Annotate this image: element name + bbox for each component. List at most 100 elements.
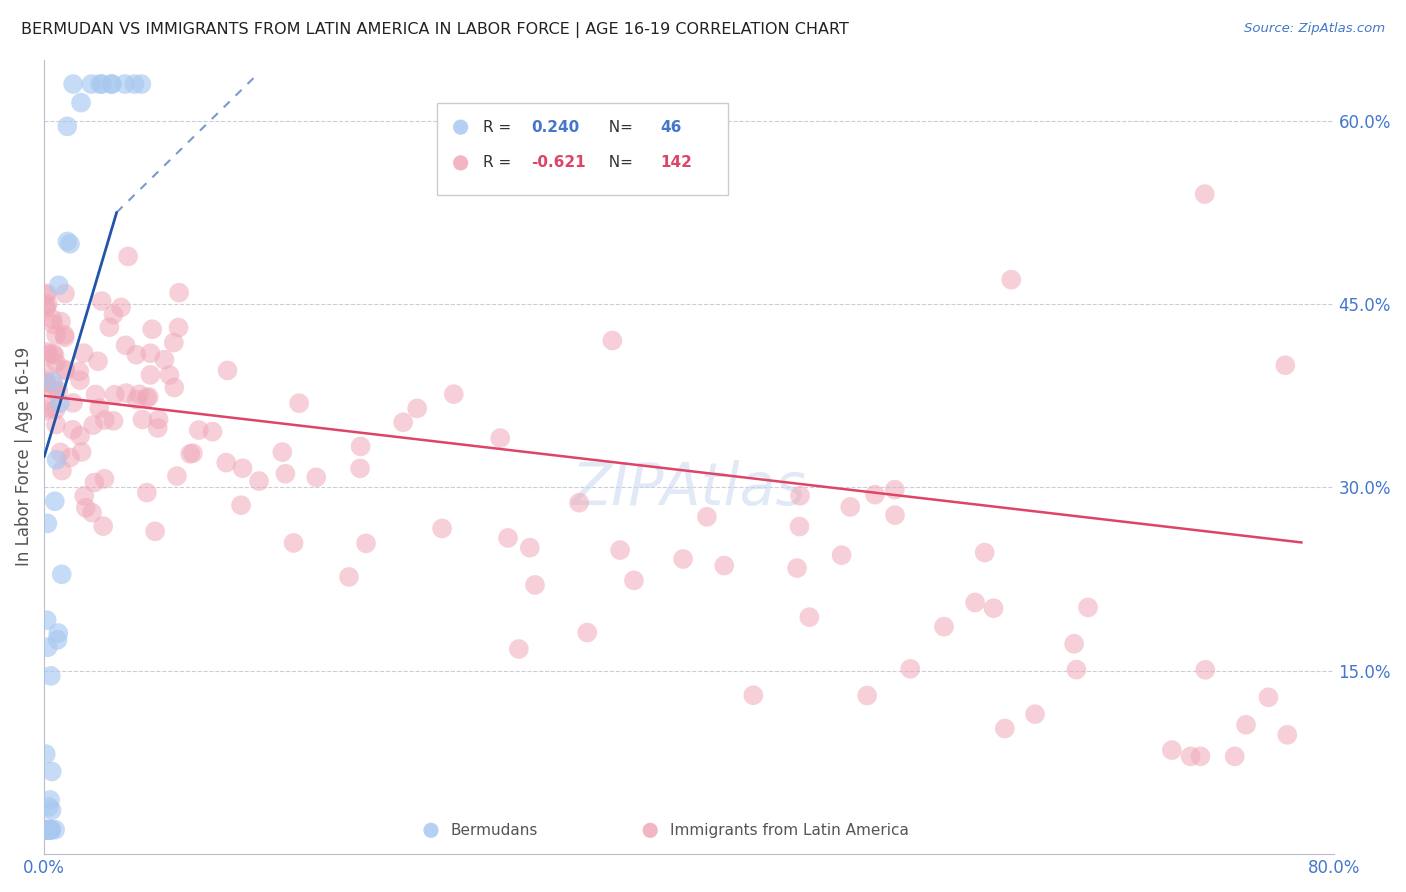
Point: [932, 620, 955, 634]
Point: [69, 429, 91, 443]
Point: [35, 286, 58, 301]
Point: [89, 77, 111, 91]
Point: [392, 415, 415, 429]
Point: [163, 380, 186, 394]
Point: [67, 364, 90, 378]
Point: [271, 445, 294, 459]
Point: [35, 822, 58, 837]
Point: [489, 431, 512, 445]
Point: [349, 461, 371, 475]
Point: [181, 446, 204, 460]
Point: [35, 403, 58, 417]
Point: [349, 439, 371, 453]
Point: [139, 368, 162, 382]
Point: [789, 489, 811, 503]
Point: [125, 392, 148, 407]
Point: [1066, 663, 1088, 677]
Point: [229, 498, 252, 512]
Point: [167, 285, 190, 300]
Point: [983, 601, 1005, 615]
Point: [101, 77, 124, 91]
Point: [42, 378, 65, 392]
Point: [609, 543, 631, 558]
Point: [39, 822, 62, 837]
Point: [35, 822, 58, 837]
Point: [84, 387, 107, 401]
Point: [201, 425, 224, 439]
Point: [1223, 749, 1246, 764]
Point: [883, 483, 905, 497]
Point: [35, 366, 58, 380]
Point: [73, 346, 96, 360]
Point: [623, 574, 645, 588]
Point: [1189, 749, 1212, 764]
Point: [53, 330, 76, 344]
Point: [46, 626, 69, 640]
Point: [45, 417, 67, 432]
Point: [49, 396, 72, 410]
Point: [48, 278, 70, 293]
Point: [288, 396, 311, 410]
Point: [247, 474, 270, 488]
Point: [187, 423, 209, 437]
Point: [114, 338, 136, 352]
Point: [1257, 690, 1279, 705]
Point: [51, 464, 73, 478]
Point: [35, 300, 58, 314]
Point: [41, 764, 63, 779]
Point: [42, 318, 65, 332]
Point: [35, 822, 58, 837]
Point: [53, 286, 76, 301]
Point: [131, 77, 153, 91]
Point: [115, 386, 138, 401]
Point: [1063, 637, 1085, 651]
Point: [1160, 743, 1182, 757]
Point: [70, 95, 93, 110]
Point: [443, 387, 465, 401]
Text: BERMUDAN VS IMMIGRANTS FROM LATIN AMERICA IN LABOR FORCE | AGE 16-19 CORRELATION: BERMUDAN VS IMMIGRANTS FROM LATIN AMERIC…: [21, 22, 849, 38]
Point: [1274, 358, 1296, 372]
Point: [576, 625, 599, 640]
Point: [215, 456, 238, 470]
Point: [839, 500, 862, 514]
Point: [139, 346, 162, 360]
Point: [138, 390, 160, 404]
Point: [103, 414, 125, 428]
Point: [519, 541, 541, 555]
Point: [37, 516, 59, 531]
Point: [110, 301, 132, 315]
Point: [39, 822, 62, 837]
Point: [148, 412, 170, 426]
Point: [104, 387, 127, 401]
Point: [103, 308, 125, 322]
Point: [125, 348, 148, 362]
Point: [232, 461, 254, 475]
Point: [59, 450, 82, 465]
Point: [898, 662, 921, 676]
Point: [35, 374, 58, 388]
Point: [37, 640, 59, 655]
Text: R =: R =: [482, 120, 516, 135]
Point: [143, 524, 166, 539]
Point: [131, 412, 153, 426]
Point: [35, 301, 58, 316]
Text: 142: 142: [661, 155, 692, 170]
Point: [62, 77, 84, 91]
Point: [1000, 272, 1022, 286]
Point: [56, 120, 79, 134]
Point: [856, 689, 879, 703]
Text: N=: N=: [599, 120, 637, 135]
Point: [39, 822, 62, 837]
Point: [39, 822, 62, 837]
Point: [496, 531, 519, 545]
Point: [790, 810, 813, 824]
Point: [42, 346, 65, 360]
Point: [90, 294, 112, 309]
Point: [100, 77, 122, 91]
Point: [45, 327, 67, 342]
Point: [39, 669, 62, 683]
Point: [42, 375, 65, 389]
Point: [516, 810, 538, 824]
Point: [884, 508, 907, 522]
Point: [38, 800, 60, 814]
